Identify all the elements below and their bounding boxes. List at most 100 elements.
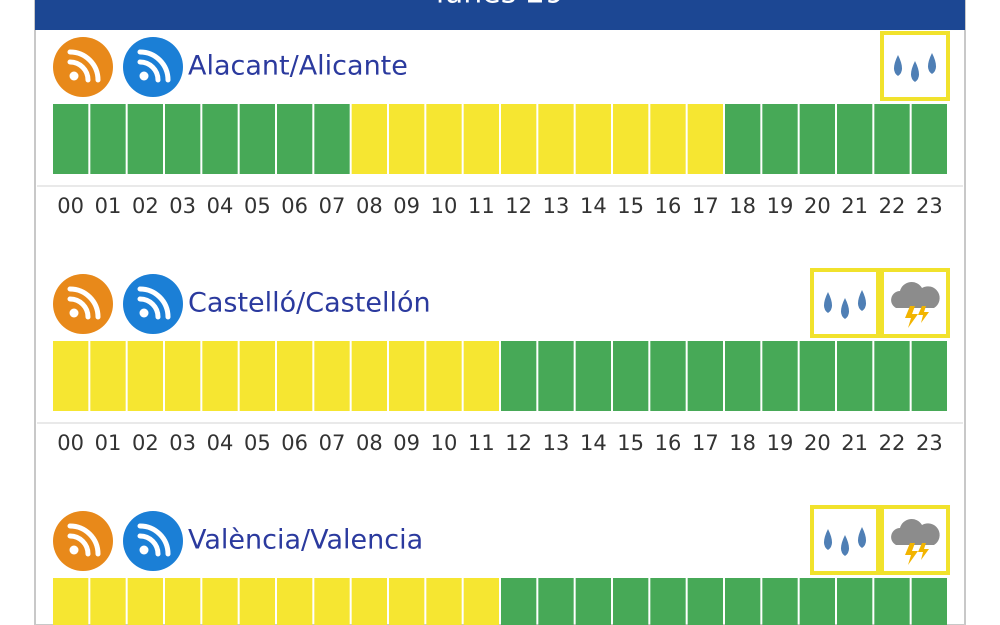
hour-label: 21 [841, 194, 868, 218]
hour-cell [90, 104, 126, 174]
hour-label: 14 [580, 431, 607, 455]
hour-cell [874, 104, 910, 174]
warning-icon[interactable] [810, 505, 880, 575]
header-title: lunes 29 [436, 0, 564, 11]
hour-cell [463, 104, 499, 174]
hour-label: 07 [319, 431, 346, 455]
hour-cell [426, 341, 462, 411]
hour-label: 09 [393, 194, 420, 218]
hour-cell [613, 578, 649, 625]
rss-icon[interactable] [123, 511, 183, 571]
rss-icon[interactable] [123, 37, 183, 97]
rss-dot [139, 308, 149, 318]
hour-cell [90, 578, 126, 625]
hour-label: 13 [543, 194, 570, 218]
hour-cell [837, 578, 873, 625]
hour-cell [351, 341, 387, 411]
hour-cell [165, 578, 201, 625]
hour-cell [575, 104, 611, 174]
hour-cell [53, 341, 89, 411]
hour-cell [127, 578, 163, 625]
hour-cell [725, 104, 761, 174]
drop [824, 292, 832, 313]
hour-label: 10 [431, 431, 458, 455]
hour-cell [389, 578, 425, 625]
rss-dot [69, 308, 79, 318]
hour-cell [911, 578, 947, 625]
hour-cell [837, 104, 873, 174]
hour-label: 12 [505, 431, 532, 455]
warning-icon[interactable] [880, 505, 950, 575]
hour-label: 08 [356, 431, 383, 455]
rss-icon[interactable] [53, 274, 113, 334]
hour-label: 05 [244, 194, 271, 218]
hour-cell [687, 578, 723, 625]
hour-cell [239, 104, 275, 174]
rss-arc [67, 59, 91, 83]
drop [858, 527, 866, 548]
rss-arc [137, 59, 161, 83]
warning-icon[interactable] [880, 31, 950, 101]
hour-label: 17 [692, 431, 719, 455]
hour-cell [277, 341, 313, 411]
drop [928, 53, 936, 74]
rss-dot [69, 71, 79, 81]
province-name[interactable]: Castelló/Castellón [188, 288, 431, 319]
hour-label: 11 [468, 194, 495, 218]
cloud [891, 282, 940, 308]
hour-label: 01 [95, 194, 122, 218]
hour-cell [389, 341, 425, 411]
bolt [918, 306, 929, 323]
hour-label: 03 [169, 194, 196, 218]
hour-cell [314, 341, 350, 411]
hour-label: 22 [879, 194, 906, 218]
hour-label: 15 [617, 431, 644, 455]
hour-label: 03 [169, 431, 196, 455]
hour-cell [874, 578, 910, 625]
rss-icon[interactable] [53, 511, 113, 571]
hour-cell [351, 578, 387, 625]
rss-arc [137, 533, 161, 557]
hour-cell [239, 578, 275, 625]
hour-cell [426, 104, 462, 174]
hour-cell [911, 341, 947, 411]
hour-label: 21 [841, 431, 868, 455]
hour-label: 15 [617, 194, 644, 218]
hour-cell [650, 578, 686, 625]
hour-label: 08 [356, 194, 383, 218]
hour-cell [538, 104, 574, 174]
hour-cell [202, 341, 238, 411]
hour-label: 19 [767, 194, 794, 218]
hour-label: 23 [916, 431, 943, 455]
hour-cell [874, 341, 910, 411]
bolt [905, 543, 918, 565]
hour-label: 18 [729, 194, 756, 218]
province-name[interactable]: Alacant/Alicante [188, 51, 408, 82]
hour-cell [575, 341, 611, 411]
hour-cell [687, 341, 723, 411]
hour-label: 10 [431, 194, 458, 218]
warning-icon[interactable] [880, 268, 950, 338]
header-bar [35, 0, 965, 30]
rss-dot [139, 545, 149, 555]
hour-label: 05 [244, 431, 271, 455]
hour-label: 07 [319, 194, 346, 218]
rss-icon[interactable] [53, 37, 113, 97]
hour-label: 20 [804, 431, 831, 455]
rss-icon[interactable] [123, 274, 183, 334]
hour-cell [538, 578, 574, 625]
cloud [891, 519, 940, 545]
hour-cell [911, 104, 947, 174]
province-name[interactable]: València/Valencia [188, 525, 423, 556]
hour-cell [799, 104, 835, 174]
hour-cell [762, 578, 798, 625]
drop [824, 529, 832, 550]
hour-cell [463, 341, 499, 411]
hour-cell [687, 104, 723, 174]
hour-cell [202, 104, 238, 174]
hour-label: 09 [393, 431, 420, 455]
warning-icon[interactable] [810, 268, 880, 338]
hour-label: 01 [95, 431, 122, 455]
hour-label: 13 [543, 431, 570, 455]
